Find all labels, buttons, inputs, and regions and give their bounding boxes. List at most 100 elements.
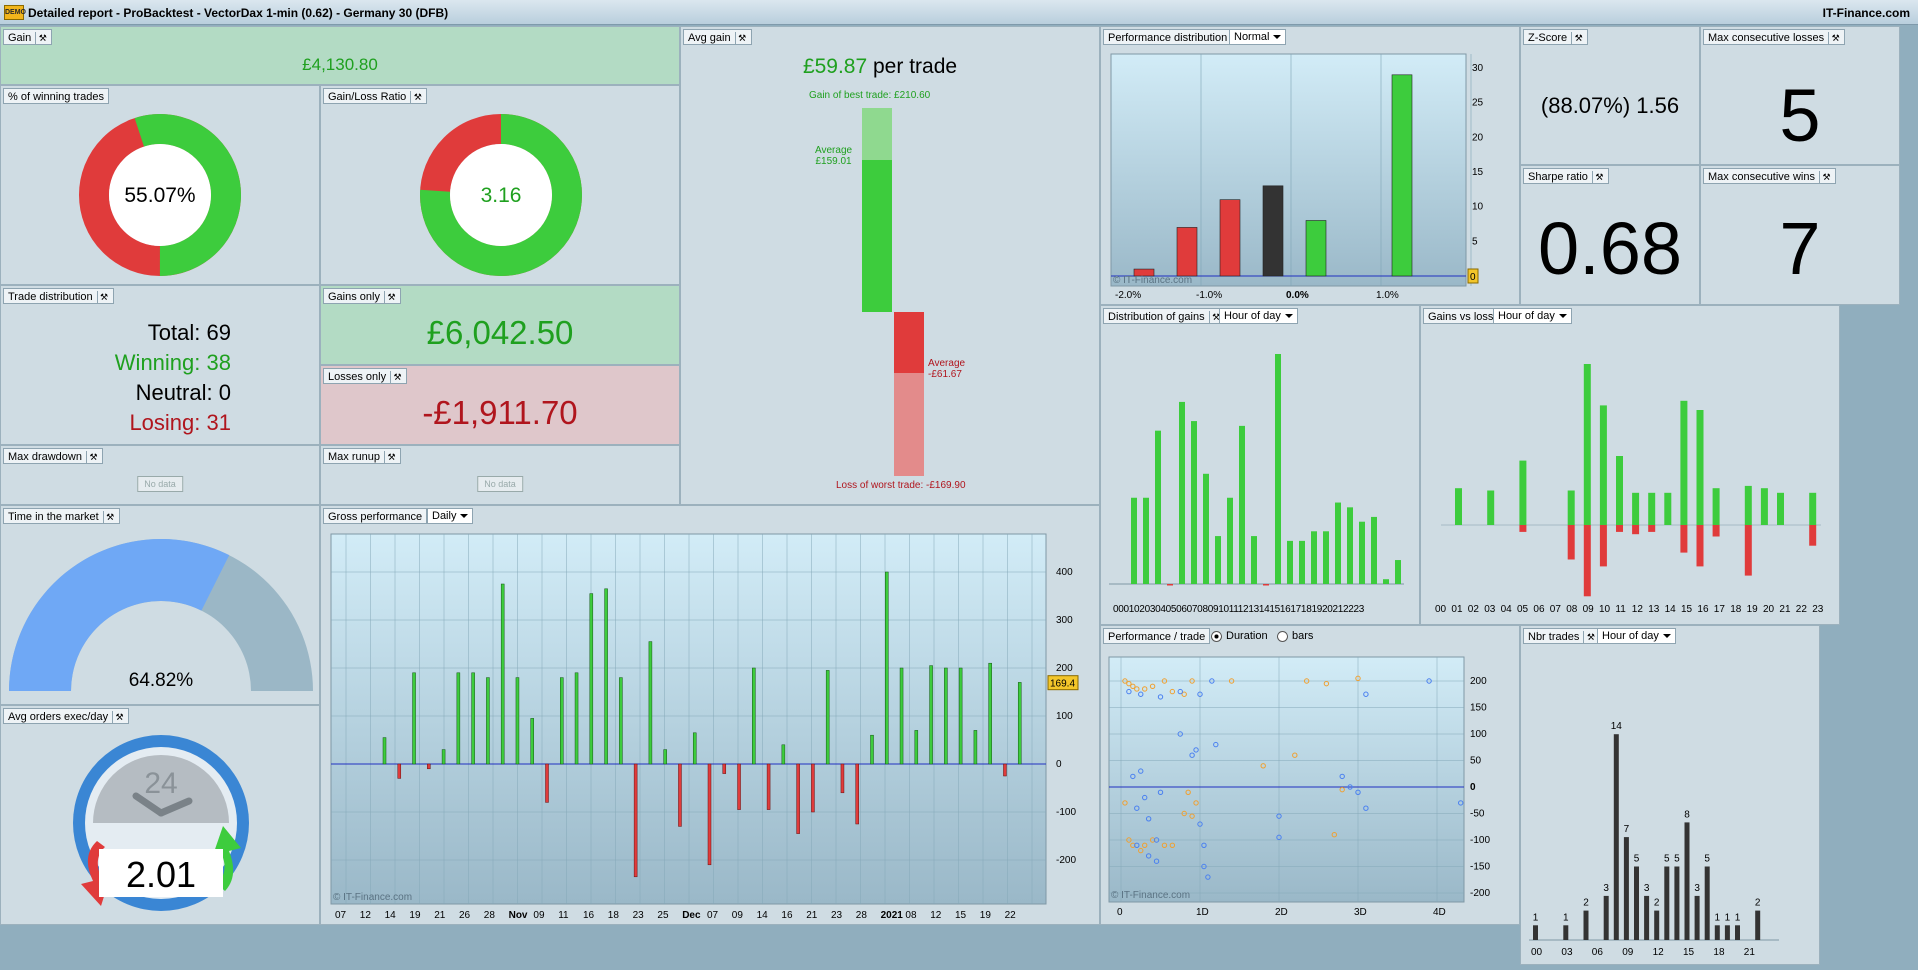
gains-vs-losses-dropdown[interactable]: Hour of day xyxy=(1493,308,1572,324)
gain-loss-ratio-label[interactable]: Gain/Loss Ratio ⚒ xyxy=(323,88,428,104)
gain-bar xyxy=(1583,364,1591,525)
loss-bar xyxy=(766,763,771,810)
wrench-icon[interactable]: ⚒ xyxy=(410,90,422,103)
perf-distribution-label[interactable]: Performance distribution xyxy=(1103,29,1233,45)
winning-value: 38 xyxy=(206,350,231,375)
gain-bar xyxy=(944,667,948,765)
no-data-badge: No data xyxy=(477,476,523,492)
wrench-icon[interactable]: ⚒ xyxy=(390,370,402,383)
data-label: 14 xyxy=(1611,721,1623,732)
x-tick-label: 0 xyxy=(1117,907,1123,918)
data-label: 1 xyxy=(1563,912,1569,923)
gain-bar xyxy=(441,749,446,765)
loss-bar xyxy=(811,763,815,813)
title-bar: DEMO Detailed report - ProBacktest - Vec… xyxy=(0,0,1918,25)
wrench-icon[interactable]: ⚒ xyxy=(1571,31,1583,44)
y-tick-label: 100 xyxy=(1470,729,1487,740)
wrench-icon[interactable]: ⚒ xyxy=(1828,31,1840,44)
wrench-icon[interactable]: ⚒ xyxy=(96,290,109,303)
y-tick-label: 50 xyxy=(1470,756,1482,767)
scatter-point xyxy=(1181,810,1187,817)
x-tick-label: 15 xyxy=(1681,604,1693,615)
trade-count-bar xyxy=(1694,895,1700,940)
gain-label[interactable]: Gain ⚒ xyxy=(3,29,53,45)
avg-gain-panel: Avg gain ⚒ £59.87 per trade Gain of best … xyxy=(680,26,1100,505)
trade-count-bar xyxy=(1654,910,1660,940)
per-trade-text: per trade xyxy=(867,55,958,78)
avg-gain-label[interactable]: Avg gain ⚒ xyxy=(683,29,752,45)
wrench-icon[interactable]: ⚒ xyxy=(85,450,98,463)
x-tick-label: 07 xyxy=(1550,604,1562,615)
scatter-point xyxy=(1276,834,1282,841)
losses-only-value: -£1,911.70 xyxy=(422,394,578,431)
loss-bar xyxy=(1519,525,1527,532)
avg-orders-label[interactable]: Avg orders exec/day ⚒ xyxy=(3,708,130,724)
gain-bar xyxy=(825,670,830,765)
scatter-point xyxy=(1292,752,1298,758)
wrench-icon[interactable]: ⚒ xyxy=(734,31,747,44)
wrench-icon[interactable]: ⚒ xyxy=(383,290,396,303)
x-tick-label: 16 xyxy=(583,910,595,921)
gain-bar xyxy=(1744,485,1752,525)
scatter-point xyxy=(1189,813,1195,819)
wrench-icon[interactable]: ⚒ xyxy=(1208,310,1221,323)
gain-bar xyxy=(1648,492,1656,525)
loss-bar xyxy=(427,763,431,770)
gross-performance-panel: Gross performance Daily -200 -100 0 100 200 3… xyxy=(320,505,1100,925)
max-runup-label[interactable]: Max runup ⚒ xyxy=(323,448,401,464)
nbr-trades-dropdown[interactable]: Hour of day xyxy=(1597,628,1676,644)
data-label: 1 xyxy=(1533,912,1539,923)
wrench-icon[interactable]: ⚒ xyxy=(383,450,396,463)
wrench-icon[interactable]: ⚒ xyxy=(35,31,47,44)
scatter-point xyxy=(1161,678,1168,684)
x-tick-label: 11 xyxy=(558,910,569,921)
gain-bar xyxy=(663,749,667,765)
gross-period-dropdown[interactable]: Daily xyxy=(427,508,474,524)
y-tick-label: -100 xyxy=(1470,835,1490,846)
losses-only-label[interactable]: Losses only ⚒ xyxy=(323,368,408,384)
scatter-point xyxy=(1130,683,1136,689)
x-tick-label: 3D xyxy=(1354,907,1367,918)
dist-gains-dropdown[interactable]: Hour of day xyxy=(1219,308,1298,324)
gain-bar xyxy=(1227,497,1233,584)
gain-bar xyxy=(382,737,387,765)
z-score-label[interactable]: Z-Score ⚒ xyxy=(1523,29,1589,45)
bars-radio[interactable]: bars xyxy=(1277,630,1313,642)
trade-distribution-label[interactable]: Trade distribution ⚒ xyxy=(3,288,114,304)
perf-distribution-dropdown[interactable]: Normal xyxy=(1229,29,1287,45)
scatter-point xyxy=(1189,752,1195,758)
wrench-icon[interactable]: ⚒ xyxy=(1819,170,1831,183)
loss-bar xyxy=(737,763,741,810)
time-in-market-label[interactable]: Time in the market ⚒ xyxy=(3,508,120,524)
gains-only-label[interactable]: Gains only ⚒ xyxy=(323,288,401,304)
wrench-icon[interactable]: ⚒ xyxy=(102,510,115,523)
scatter-point xyxy=(1142,842,1148,849)
trade-count-bar xyxy=(1664,866,1670,940)
scatter-point xyxy=(1145,853,1152,859)
max-drawdown-label[interactable]: Max drawdown ⚒ xyxy=(3,448,103,464)
winning-pct-label[interactable]: % of winning trades xyxy=(3,88,109,104)
x-tick-label: 21 xyxy=(806,910,818,921)
wrench-icon[interactable]: ⚒ xyxy=(1583,630,1595,643)
sharpe-label[interactable]: Sharpe ratio ⚒ xyxy=(1523,168,1609,184)
avg-win-bar xyxy=(862,160,892,312)
wrench-icon[interactable]: ⚒ xyxy=(112,710,124,723)
scatter-point xyxy=(1347,784,1353,790)
duration-radio[interactable]: Duration xyxy=(1211,630,1268,642)
trade-count-bar xyxy=(1623,837,1629,940)
gain-bar xyxy=(1383,579,1389,584)
x-tick-label: 01 xyxy=(1451,604,1463,615)
perf-trade-label[interactable]: Performance / trade xyxy=(1103,628,1211,644)
wrench-icon[interactable]: ⚒ xyxy=(1591,170,1604,183)
gross-performance-label[interactable]: Gross performance xyxy=(323,508,428,524)
gain-bar xyxy=(1131,497,1137,584)
x-tick-label: 19 xyxy=(1747,604,1759,615)
y-tick-label: 20 xyxy=(1472,132,1484,143)
gain-bar xyxy=(530,718,534,765)
scatter-point xyxy=(1193,800,1199,806)
nbr-trades-label[interactable]: Nbr trades ⚒ xyxy=(1523,628,1601,644)
max-consec-losses-label[interactable]: Max consecutive losses ⚒ xyxy=(1703,29,1846,45)
dist-gains-label[interactable]: Distribution of gains ⚒ xyxy=(1103,308,1226,324)
scatter-point xyxy=(1134,842,1140,849)
max-consec-wins-label[interactable]: Max consecutive wins ⚒ xyxy=(1703,168,1836,184)
